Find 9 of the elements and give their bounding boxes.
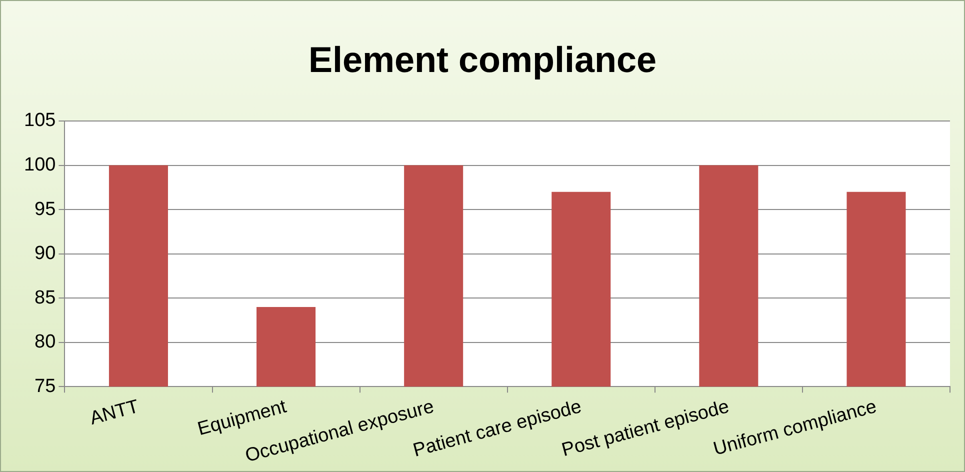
y-tick-label: 100 xyxy=(24,154,56,176)
y-tick-label: 105 xyxy=(24,110,56,132)
y-tick-label: 90 xyxy=(34,243,56,264)
y-tick-label: 75 xyxy=(34,376,56,397)
y-tick-label: 95 xyxy=(34,198,56,220)
chart-title: Element compliance xyxy=(307,39,658,81)
y-tick-label: 80 xyxy=(34,332,56,353)
x-tick-label: ANTT xyxy=(88,396,142,430)
y-tick-label: 85 xyxy=(34,287,56,308)
